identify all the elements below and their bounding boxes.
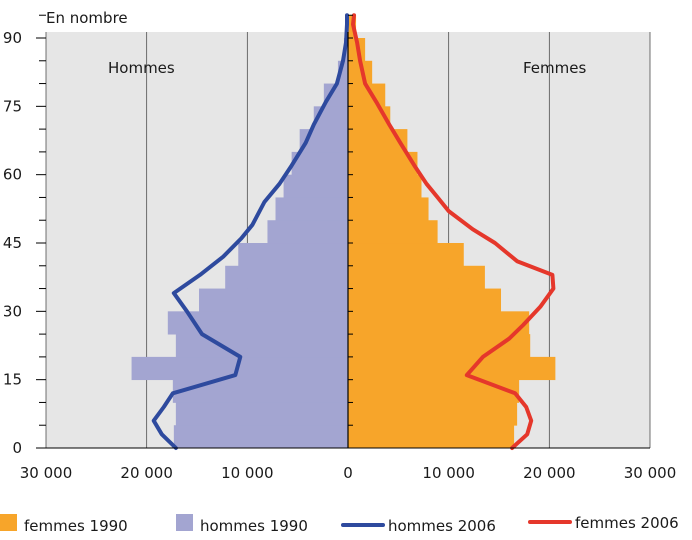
legend-swatch	[0, 514, 17, 531]
y-tick-label: 30	[3, 302, 22, 320]
bar-hommes-1990	[172, 379, 348, 403]
x-tick-label: 30 000	[20, 464, 73, 482]
bar-femmes-1990	[348, 425, 515, 449]
y-tick-label: 0	[12, 439, 22, 457]
legend: femmes 1990 hommes 1990 hommes 2006 femmes …	[0, 514, 679, 535]
bar-femmes-1990	[348, 243, 464, 267]
bar-femmes-1990	[348, 379, 520, 403]
legend-label: hommes 2006	[388, 517, 496, 535]
x-tick-label: 30 000	[624, 464, 677, 482]
bar-hommes-1990	[225, 265, 348, 289]
left-panel-label: Hommes	[108, 59, 175, 77]
bar-femmes-1990	[348, 311, 530, 335]
bar-femmes-1990	[348, 60, 373, 84]
bar-hommes-1990	[173, 425, 348, 449]
bars-layer	[131, 15, 556, 449]
bar-femmes-1990	[348, 220, 438, 244]
bar-hommes-1990	[238, 243, 348, 267]
bar-femmes-1990	[348, 265, 485, 289]
bar-hommes-1990	[275, 197, 348, 221]
bar-femmes-1990	[348, 356, 556, 381]
bar-hommes-1990	[323, 83, 348, 107]
bar-hommes-1990	[199, 288, 348, 312]
legend-item: femmes 2006	[528, 514, 679, 532]
y-tick-label: 75	[3, 97, 22, 115]
y-tick-label: 15	[3, 371, 22, 389]
bar-hommes-1990	[131, 356, 348, 381]
legend-item: hommes 2006	[341, 517, 496, 535]
grid-lines	[45, 32, 651, 448]
y-tick-label: 60	[3, 166, 22, 184]
bar-hommes-1990	[175, 334, 348, 358]
y-tick-labels: 0 15 30 45 60 75 90	[3, 29, 22, 457]
y-unit-label: En nombre	[46, 9, 128, 27]
bar-hommes-1990	[283, 174, 348, 198]
bar-hommes-1990	[337, 60, 348, 84]
bar-femmes-1990	[348, 402, 518, 426]
bar-hommes-1990	[167, 311, 348, 335]
x-tick-label: 10 000	[221, 464, 274, 482]
bar-femmes-1990	[348, 334, 531, 358]
bar-hommes-1990	[267, 220, 348, 244]
legend-label: hommes 1990	[200, 517, 308, 535]
bar-femmes-1990	[348, 174, 422, 198]
bar-femmes-1990	[348, 288, 502, 312]
bar-hommes-1990	[299, 129, 348, 153]
legend-item: hommes 1990	[176, 514, 308, 535]
bar-femmes-1990	[348, 197, 429, 221]
x-tick-label: 20 000	[120, 464, 173, 482]
line-femmes-2006	[351, 13, 556, 450]
legend-item: femmes 1990	[0, 514, 128, 535]
y-tick-label: 90	[3, 29, 22, 47]
lines-layer	[151, 13, 556, 450]
legend-swatch	[176, 514, 193, 531]
bar-femmes-1990	[348, 151, 418, 176]
line-hommes-2006	[151, 13, 349, 450]
x-tick-label: 20 000	[523, 464, 576, 482]
bar-femmes-1990	[348, 106, 391, 130]
x-tick-label: 10 000	[422, 464, 475, 482]
bar-hommes-1990	[175, 402, 348, 426]
legend-label: femmes 1990	[24, 517, 128, 535]
bar-femmes-1990	[348, 129, 408, 153]
x-tick-labels: 30 000 20 000 10 000 0 10 000 20 000 30 000	[20, 464, 677, 482]
right-panel-label: Femmes	[523, 59, 586, 77]
axes-layer	[36, 14, 650, 449]
y-tick-label: 45	[3, 234, 22, 252]
bar-hommes-1990	[291, 151, 348, 176]
x-tick-label: 0	[343, 464, 353, 482]
legend-label: femmes 2006	[575, 514, 679, 532]
